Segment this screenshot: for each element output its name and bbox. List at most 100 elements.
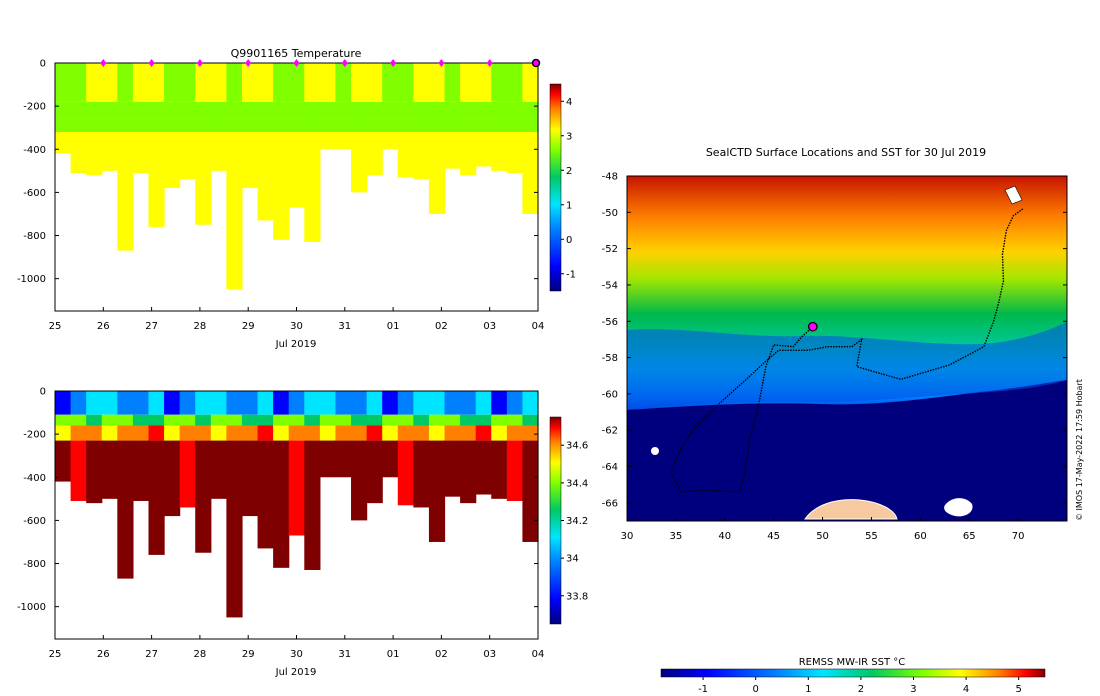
section-cell: [397, 414, 414, 426]
x-tick-label: 28: [194, 321, 207, 332]
section-cell: [55, 101, 72, 120]
transition-region: [627, 322, 1067, 408]
x-tick-label: 31: [338, 321, 351, 332]
section-cell: [475, 414, 492, 426]
x-tick-label: 01: [387, 649, 400, 660]
lat-tick-label: -54: [602, 280, 618, 291]
section-cell: [241, 440, 259, 517]
section-cell: [475, 101, 492, 120]
section-cell: [413, 63, 430, 102]
section-cell: [460, 440, 477, 504]
section-cell: [70, 440, 87, 501]
x-tick-label: 25: [49, 649, 62, 660]
section-cell: [117, 132, 134, 251]
section-cell: [226, 119, 243, 133]
salinity-y-ticks: 0 -200 -400 -600 -800 -1000: [17, 387, 538, 613]
section-cell: [428, 414, 446, 426]
profile-marker: [148, 59, 155, 67]
section-cell: [319, 391, 337, 415]
section-cell: [319, 101, 337, 120]
section-cell: [460, 119, 477, 133]
section-cell: [148, 391, 165, 415]
lon-tick-label: 40: [718, 531, 731, 542]
section-cell: [288, 425, 305, 441]
colorbar-tick-label: 34.2: [566, 516, 588, 527]
section-cell: [522, 132, 539, 214]
section-cell: [101, 391, 118, 415]
section-cell: [148, 119, 165, 133]
x-tick-label: 03: [483, 321, 496, 332]
current-position-marker: [807, 321, 818, 332]
section-cell: [491, 425, 508, 441]
y-tick-label: -600: [23, 516, 46, 527]
section-cell: [179, 119, 196, 133]
profile-marker: [245, 59, 252, 67]
lat-tick-label: -56: [602, 317, 618, 328]
y-tick-label: 0: [40, 387, 46, 398]
section-cell: [226, 425, 243, 441]
section-cell: [226, 414, 243, 426]
section-cell: [257, 132, 274, 221]
section-cell: [241, 101, 259, 120]
x-tick-label: 04: [532, 649, 545, 660]
profile-marker: [486, 59, 493, 67]
section-cell: [210, 132, 227, 171]
section-cell: [86, 414, 103, 426]
section-cell: [288, 101, 305, 120]
section-cell: [132, 391, 150, 415]
section-cell: [382, 119, 399, 133]
section-cell: [117, 440, 134, 579]
x-tick-label: 26: [97, 649, 110, 660]
section-cell: [273, 414, 290, 426]
section-cell: [475, 391, 492, 415]
section-cell: [304, 63, 321, 102]
section-cell: [366, 414, 383, 426]
temperature-colorbar: [549, 83, 562, 292]
sst-colorbar-label: REMSS MW-IR SST °C: [799, 657, 906, 668]
y-tick-label: -1000: [17, 602, 46, 613]
section-cell: [304, 440, 321, 570]
y-tick-label: -800: [23, 231, 46, 242]
section-cell: [117, 425, 134, 441]
section-cell: [382, 132, 399, 150]
colorbar-tick-label: 34.6: [566, 441, 588, 452]
section-cell: [444, 132, 461, 169]
lat-tick-label: -52: [602, 244, 618, 255]
section-cell: [397, 440, 414, 506]
section-cell: [506, 440, 524, 501]
section-cell: [491, 391, 508, 415]
section-cell: [179, 391, 196, 415]
section-cell: [444, 391, 461, 415]
section-cell: [210, 119, 227, 133]
section-cell: [164, 425, 181, 441]
section-cell: [397, 132, 414, 178]
colorbar-tick-label: 1: [566, 200, 572, 211]
x-tick-label: 04: [532, 321, 545, 332]
section-cell: [428, 440, 446, 542]
section-cell: [335, 101, 352, 120]
section-cell: [397, 119, 414, 133]
section-cell: [226, 440, 243, 618]
section-cell: [101, 119, 118, 133]
section-cell: [195, 440, 212, 553]
section-cell: [444, 440, 461, 497]
section-cell: [257, 119, 274, 133]
colorbar-tick-label: -1: [566, 269, 576, 280]
section-cell: [195, 132, 212, 225]
x-tick-label: 27: [145, 649, 158, 660]
profile-markers: [100, 58, 541, 68]
section-cell: [101, 425, 118, 441]
sea-ice-patch: [944, 498, 973, 517]
section-cell: [273, 63, 290, 102]
temperature-colorbar-ticks: -1 0 1 2 3 4: [561, 97, 576, 280]
section-cell: [241, 425, 259, 441]
section-cell: [444, 119, 461, 133]
salinity-heatmap: [55, 391, 539, 618]
section-cell: [210, 391, 227, 415]
section-cell: [55, 63, 72, 102]
section-cell: [86, 440, 103, 504]
lat-tick-label: -50: [602, 208, 618, 219]
colorbar-tick-label: 3: [566, 131, 572, 142]
salinity-colorbar-ticks: 33.8 34 34.2 34.4 34.6: [561, 441, 588, 602]
section-cell: [288, 119, 305, 133]
